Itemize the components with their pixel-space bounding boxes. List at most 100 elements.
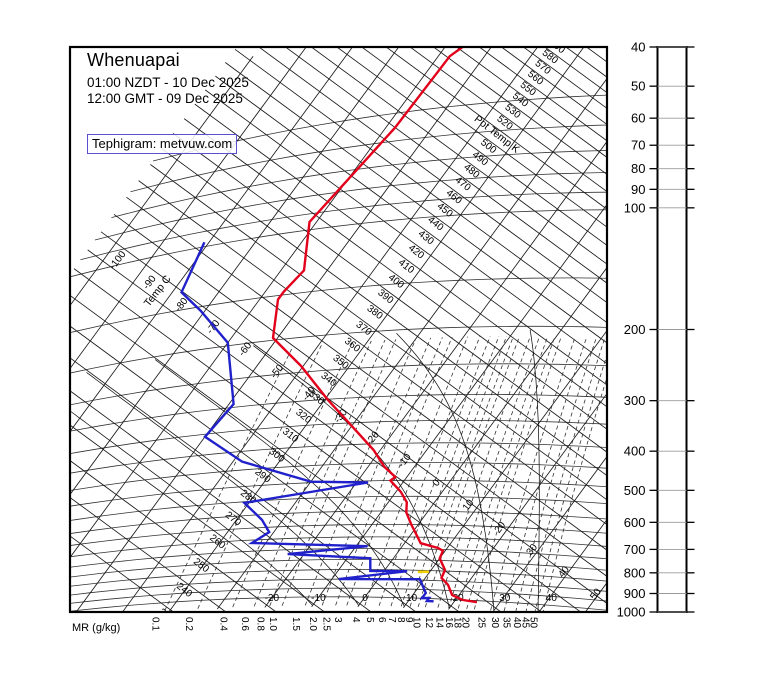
mixing-ratio-line xyxy=(164,347,293,611)
mr-tick-label: 0.2 xyxy=(183,617,194,631)
pot-temp-label: 450 xyxy=(435,201,455,220)
dry-adiabat-line xyxy=(70,325,460,612)
dry-adiabat-line xyxy=(73,268,543,612)
dry-adiabat-line xyxy=(585,47,607,63)
mr-tick-label: 30 xyxy=(489,617,500,629)
pressure-tick-label: 500 xyxy=(624,483,646,498)
mr-tick-label: 1.5 xyxy=(290,617,301,631)
isotherm-line xyxy=(121,47,539,612)
mr-tick-label: 45 xyxy=(520,617,531,629)
pot-temp-label: 410 xyxy=(396,257,416,276)
mixing-ratio-line xyxy=(534,353,607,612)
mr-tick-label: 8 xyxy=(395,617,406,623)
dry-adiabat-line xyxy=(183,118,607,430)
bottom-temp-label: 30 xyxy=(499,593,511,604)
mr-tick-label: 0.8 xyxy=(255,617,266,631)
pressure-tick-label: 90 xyxy=(631,182,645,197)
mr-tick-label: 2.5 xyxy=(321,617,332,631)
saturated-adiabat-line xyxy=(154,359,405,607)
pot-temp-label: 370 xyxy=(354,319,374,338)
dry-adiabat-line xyxy=(70,424,326,612)
dry-adiabat-line xyxy=(478,47,607,142)
pot-temp-label: 340 xyxy=(318,370,338,389)
mixing-ratio-line xyxy=(457,336,549,609)
mixing-ratio-line xyxy=(542,376,607,612)
mixing-ratio-line xyxy=(346,336,453,606)
dry-adiabat-line xyxy=(432,47,607,175)
mixing-ratio-line xyxy=(417,335,514,608)
dry-adiabat-line xyxy=(70,357,417,612)
pot-temp-label: 380 xyxy=(365,303,385,322)
mr-tick-label: 7 xyxy=(386,617,397,623)
bottom-temp-label: -10 xyxy=(311,593,326,604)
pot-temp-label: 400 xyxy=(386,272,406,291)
dry-adiabat-line xyxy=(113,213,607,577)
pressure-scale: 40 50 60 70 80 90 100 200 300 400 500 600 700 800 900 1… xyxy=(617,40,695,620)
pressure-tick-label: 800 xyxy=(624,565,646,580)
pressure-tick-label: 70 xyxy=(631,138,645,153)
saturated-adiabat-line xyxy=(396,332,495,611)
pot-temp-label: 320 xyxy=(293,407,313,426)
isotherm-line xyxy=(70,47,446,559)
dry-adiabat-line xyxy=(500,47,607,126)
mr-tick-label: 1.0 xyxy=(267,617,278,631)
dry-adiabat-line xyxy=(172,133,607,453)
mr-tick-label: 2.0 xyxy=(307,617,318,631)
saturated-adiabat-line xyxy=(253,345,450,609)
saturated-adiabat-line xyxy=(86,372,360,606)
mixing-ratio-line xyxy=(197,344,323,609)
mixing-ratio-line xyxy=(335,337,443,606)
dry-adiabat-line xyxy=(361,47,607,228)
pot-temp-label: 310 xyxy=(280,426,300,445)
dry-adiabat-line xyxy=(204,89,607,386)
mixing-ratio-line xyxy=(437,335,531,608)
mixing-ratio-line xyxy=(378,336,481,606)
title-block: Whenuapai 01:00 NZDT - 10 Dec 2025 12:00… xyxy=(87,50,249,155)
mr-tick-label: 25 xyxy=(476,617,487,629)
dry-adiabat-line xyxy=(284,47,607,284)
mixing-ratio-line xyxy=(525,337,606,612)
isobar-line xyxy=(70,495,607,521)
isotherm-label: -20 xyxy=(364,429,382,448)
dry-adiabat-line xyxy=(161,148,607,477)
mr-tick-label: 0.4 xyxy=(218,617,229,631)
dry-adiabat-line xyxy=(150,164,607,501)
plot-frame xyxy=(68,45,609,614)
dry-adiabat-line xyxy=(138,180,607,526)
mixing-ratio-line xyxy=(424,335,520,608)
isotherm-line xyxy=(75,47,492,612)
mixing-ratio-line xyxy=(364,336,468,606)
pressure-tick-label: 400 xyxy=(624,444,646,459)
local-time: 01:00 NZDT - 10 Dec 2025 xyxy=(87,75,249,90)
pressure-tick-label: 40 xyxy=(631,40,645,55)
mr-tick-label: 18 xyxy=(452,617,463,629)
mixing-ratio-line xyxy=(503,336,588,612)
mr-tick-label: 5 xyxy=(364,617,375,623)
isotherm-line xyxy=(70,47,400,496)
mixing-ratio-line xyxy=(232,341,353,608)
pot-temp-label: 390 xyxy=(375,287,395,306)
isotherm-line xyxy=(448,392,607,610)
saturated-adiabat-line xyxy=(70,410,313,606)
dry-adiabat-line xyxy=(336,47,607,246)
mr-axis-title: MR (g/kg) xyxy=(72,622,120,634)
station-name: Whenuapai xyxy=(87,50,180,70)
utc-time: 12:00 GMT - 09 Dec 2025 xyxy=(87,91,243,107)
mixing-ratio-line xyxy=(269,339,386,607)
mr-tick-label: 14 xyxy=(434,617,445,629)
mixing-ratio-line xyxy=(253,340,372,607)
mixing-ratio-line xyxy=(400,336,500,607)
pot-temp-label: 280 xyxy=(238,488,258,507)
isotherm-label: -50 xyxy=(269,362,287,381)
isobar-line xyxy=(70,524,607,546)
mr-tick-label: 35 xyxy=(501,617,512,629)
mr-tick-label: 4 xyxy=(350,617,361,623)
isotherm-line xyxy=(70,47,354,433)
dry-adiabat-line xyxy=(126,196,607,551)
source-credit-box: Tephigram: metvuw.com xyxy=(87,134,238,155)
dew-point-curve xyxy=(180,241,434,603)
mixing-ratio-line xyxy=(515,336,597,612)
